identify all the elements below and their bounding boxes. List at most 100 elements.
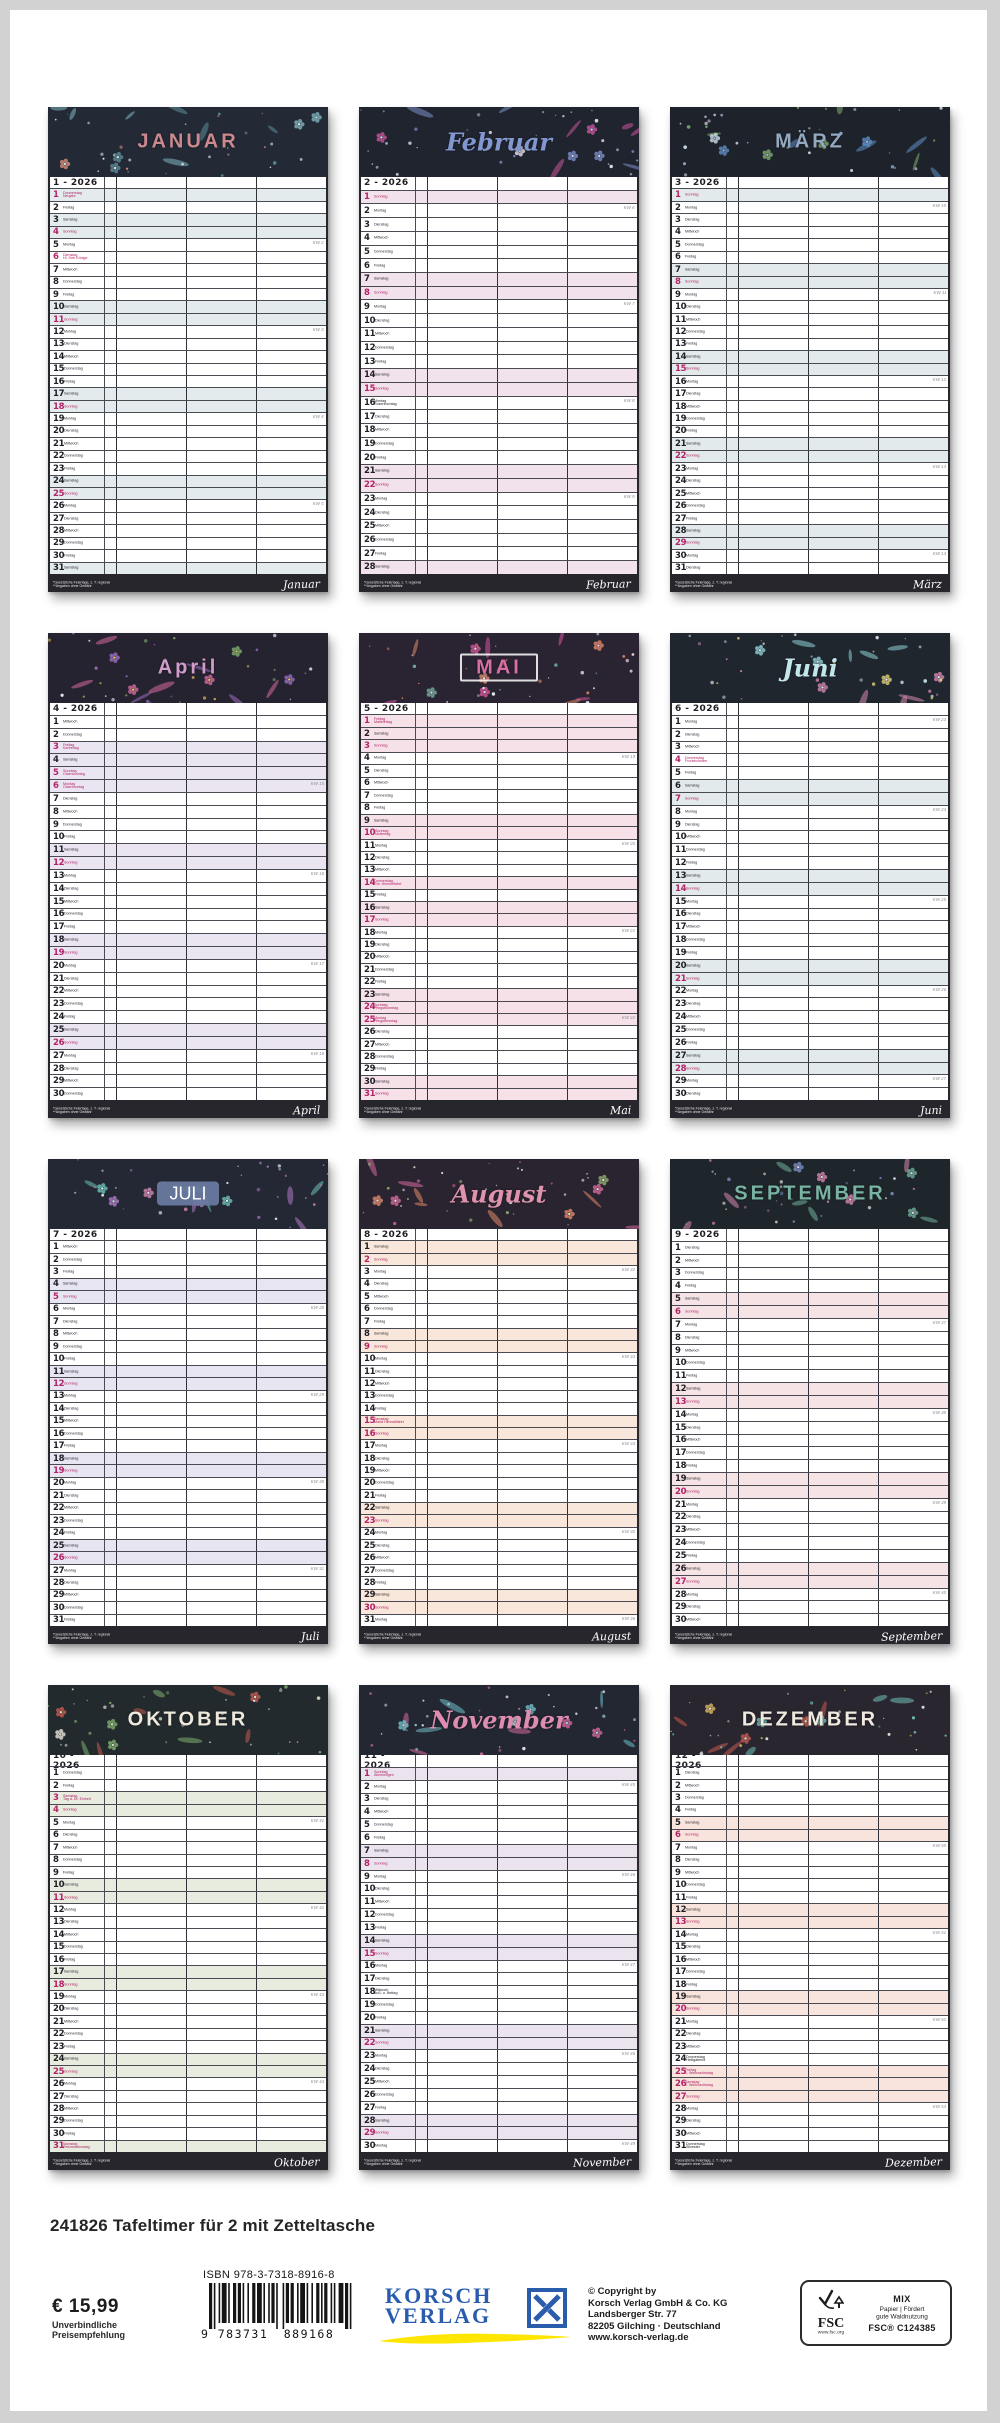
day-number: 31 bbox=[364, 1089, 376, 1100]
entry-cell bbox=[116, 2140, 186, 2152]
entry-cell bbox=[256, 512, 326, 525]
entry-cell bbox=[116, 463, 186, 475]
sticker-column-cell bbox=[415, 465, 427, 478]
entry-cell bbox=[497, 1229, 567, 1241]
entry-cell bbox=[738, 1447, 808, 1460]
day-cell: 2 Freitag bbox=[50, 202, 104, 213]
sticker-column-cell bbox=[104, 1755, 116, 1767]
day-cell: 24 Sonntag Pfingstsonntag bbox=[361, 1002, 415, 1013]
sticker-column-cell bbox=[104, 2140, 116, 2152]
weekday-label: Freitag bbox=[63, 1870, 75, 1875]
weekday-label: Samstag bbox=[63, 758, 78, 762]
entry-cell bbox=[497, 1038, 567, 1051]
product-title: 241826 Tafeltimer für 2 mit Zetteltasche bbox=[50, 2216, 376, 2235]
sticker-column-cell bbox=[415, 1088, 427, 1100]
sticker-column-cell bbox=[726, 1601, 738, 1614]
weekday-label: Freitag bbox=[64, 835, 76, 839]
day-cell: 27 Donnerstag bbox=[361, 1565, 415, 1576]
day-cell: 11 Sonntag bbox=[50, 1892, 104, 1903]
entry-cell bbox=[878, 1229, 948, 1241]
entry-cell bbox=[116, 562, 186, 574]
entry-cell bbox=[116, 921, 186, 934]
day-cell: 27 Samstag bbox=[672, 1050, 726, 1062]
entry-cell bbox=[427, 2024, 497, 2037]
entry-cell bbox=[878, 1991, 948, 2003]
entry-cell bbox=[497, 1527, 567, 1539]
entry-cell bbox=[427, 1986, 497, 1999]
entry-cell bbox=[738, 844, 808, 857]
day-row: 25 Mittwoch bbox=[361, 2075, 637, 2088]
day-cell: 13 Montag bbox=[50, 1391, 104, 1402]
day-cell: 2 Donnerstag bbox=[50, 729, 104, 741]
korsch-logo-mark-icon bbox=[527, 2288, 567, 2328]
day-row: 29 Freitag bbox=[361, 1062, 637, 1076]
day-row: 9 Mittwoch bbox=[672, 1865, 948, 1879]
entry-cell bbox=[808, 1941, 878, 1953]
day-row: 6 Montag Ostermontag KW 15 bbox=[50, 779, 326, 792]
entry-cell bbox=[878, 934, 948, 947]
entry-cell bbox=[808, 921, 878, 934]
day-number: 20 bbox=[364, 2012, 376, 2023]
sticker-column-cell bbox=[726, 1383, 738, 1395]
entry-cell bbox=[427, 864, 497, 877]
weekday-label: Mittwoch bbox=[64, 1079, 79, 1083]
day-row: 1 Dienstag bbox=[672, 1766, 948, 1779]
entry-cell bbox=[567, 1076, 637, 1088]
entry-cell bbox=[427, 327, 497, 341]
sticker-column-cell bbox=[415, 369, 427, 382]
entry-cell bbox=[738, 818, 808, 831]
entry-cell bbox=[427, 1490, 497, 1502]
weekday-label: Freitag bbox=[375, 2015, 387, 2020]
entry-cell bbox=[116, 1266, 186, 1278]
entry-cell bbox=[567, 1793, 637, 1806]
day-row: 10 Freitag bbox=[50, 1352, 326, 1365]
day-row: 21 Sonntag bbox=[672, 971, 948, 985]
entry-cell bbox=[808, 1241, 878, 1254]
entry-cell bbox=[808, 1866, 878, 1879]
entry-cell bbox=[878, 1062, 948, 1075]
entry-cell bbox=[738, 1575, 808, 1588]
sticker-column-cell bbox=[104, 1602, 116, 1614]
entry-cell bbox=[427, 740, 497, 752]
entry-cell bbox=[878, 1792, 948, 1804]
day-number: 26 bbox=[675, 1563, 687, 1574]
day-row: 3 Dienstag bbox=[361, 217, 637, 231]
entry-cell bbox=[497, 1013, 567, 1026]
entry-cell bbox=[497, 437, 567, 451]
entry-cell bbox=[186, 438, 256, 450]
entry-cell bbox=[427, 561, 497, 574]
entry-cell bbox=[808, 1562, 878, 1575]
entry-cell bbox=[116, 550, 186, 562]
weekday-label: Samstag bbox=[64, 1970, 79, 1974]
entry-cell bbox=[116, 177, 186, 189]
day-row: 1 Sonntag Allerheiligen bbox=[361, 1766, 637, 1780]
day-number: 3 bbox=[53, 1267, 59, 1278]
day-cell: 6 Freitag bbox=[361, 1832, 415, 1844]
day-number: 23 bbox=[53, 1515, 65, 1526]
entry-cell bbox=[878, 500, 948, 512]
day-row: 6 Donnerstag bbox=[361, 1302, 637, 1316]
day-row: 18 Montag KW 21 bbox=[361, 925, 637, 939]
calendar-header-dezember: DEZEMBER bbox=[670, 1685, 950, 1755]
entry-cell bbox=[497, 1552, 567, 1564]
day-cell: 12 Montag bbox=[50, 1904, 104, 1915]
entry-cell bbox=[116, 818, 186, 831]
sticker-column-cell bbox=[726, 525, 738, 537]
entry-cell bbox=[256, 1024, 326, 1036]
day-cell: 31 Samstag Reformationstag bbox=[50, 2141, 104, 2152]
entry-cell bbox=[186, 525, 256, 537]
weekday-label: Montag bbox=[686, 553, 699, 558]
weekday-label: Montag bbox=[63, 1820, 76, 1825]
entry-cell bbox=[738, 1767, 808, 1779]
weekday-label: Mittwoch bbox=[375, 1556, 390, 1560]
day-row: 22 Sonntag bbox=[361, 2036, 637, 2050]
entry-cell bbox=[497, 1819, 567, 1832]
entry-cell: KW 2 bbox=[256, 239, 326, 251]
entry-cell bbox=[808, 1792, 878, 1804]
sticker-column-cell bbox=[415, 703, 427, 715]
day-number: 9 bbox=[53, 1867, 59, 1878]
entry-cell bbox=[567, 1806, 637, 1819]
day-row: 10 Donnerstag bbox=[672, 1878, 948, 1891]
entry-cell bbox=[567, 814, 637, 827]
day-row: 15 Sonntag bbox=[672, 362, 948, 375]
